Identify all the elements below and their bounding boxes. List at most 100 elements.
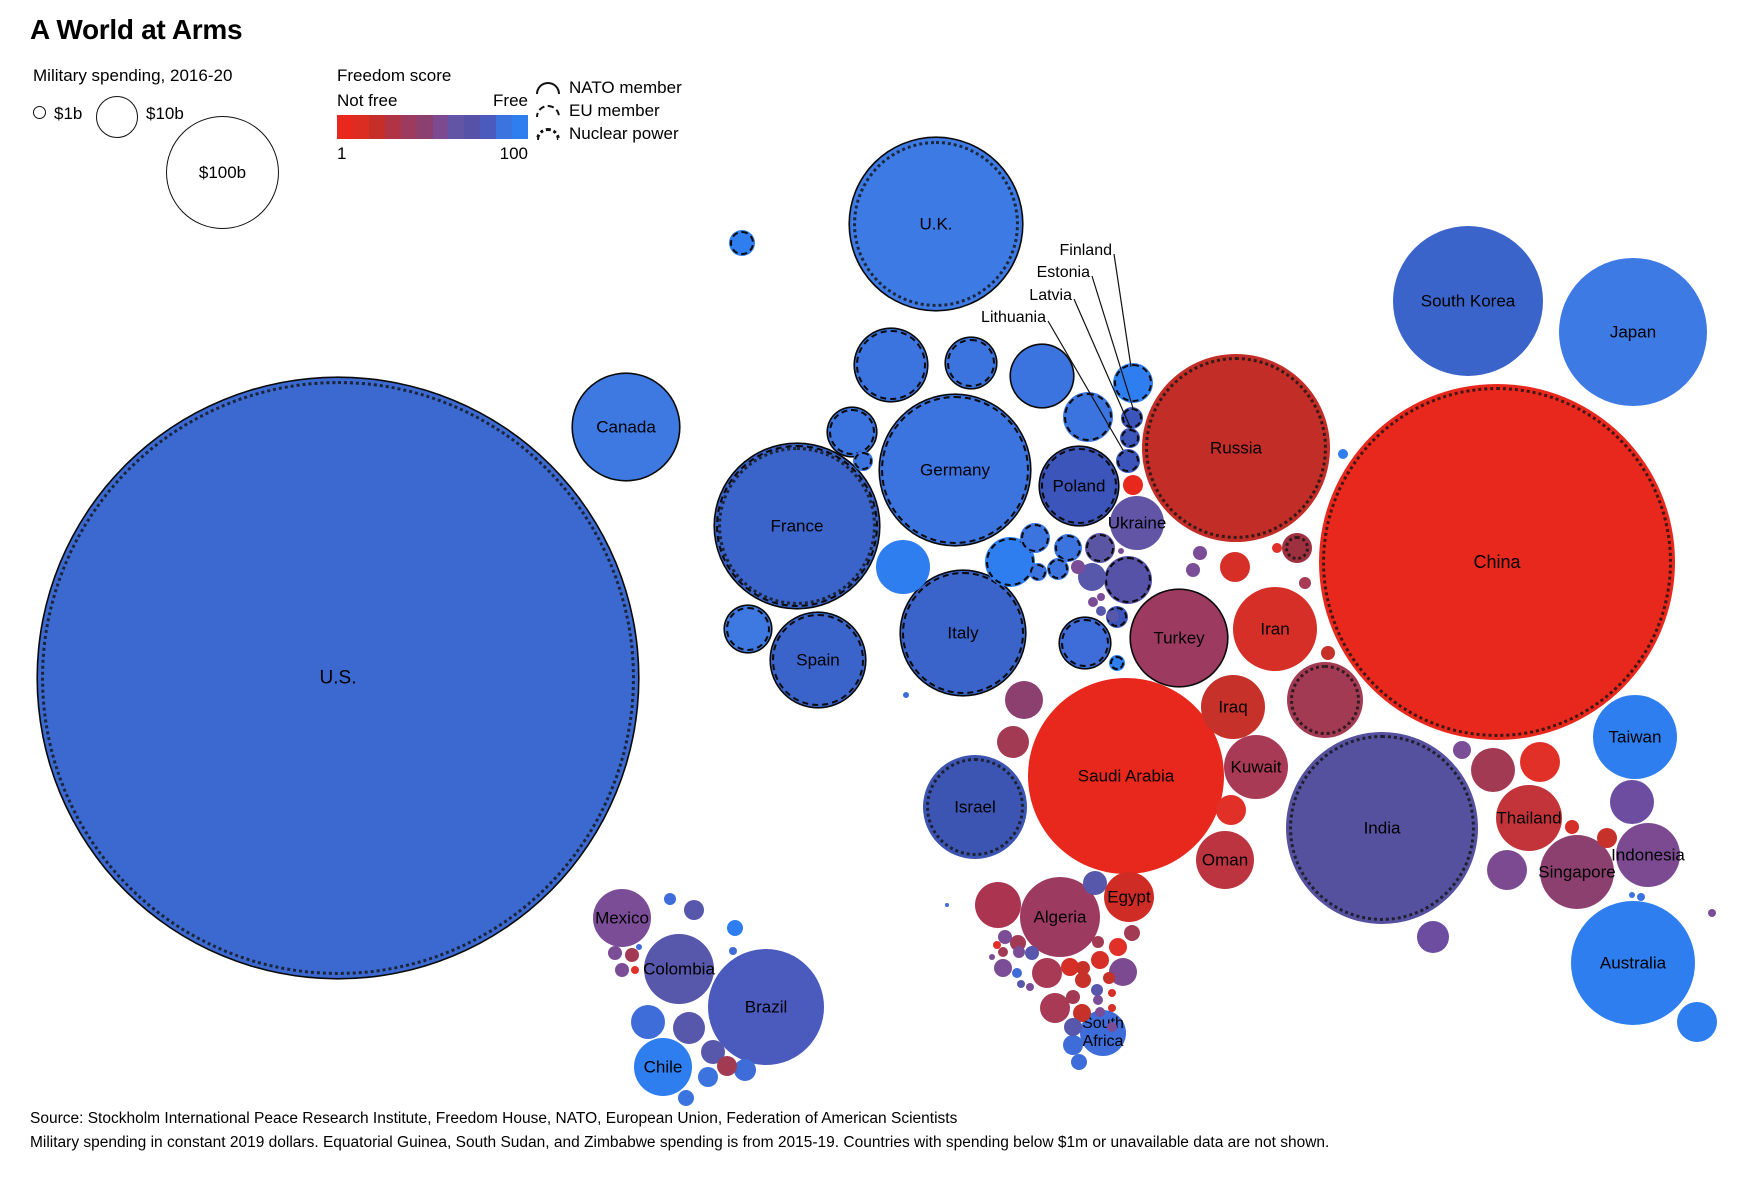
bubble-unlabeled[interactable] [729,947,737,955]
bubble-unlabeled[interactable] [1104,556,1152,604]
bubble-unlabeled[interactable] [1120,428,1140,448]
bubble-unlabeled[interactable] [1091,984,1103,996]
bubble-unlabeled[interactable] [1017,980,1025,988]
bubble-unlabeled[interactable] [975,882,1021,928]
bubble-unlabeled[interactable] [1487,850,1527,890]
bubble-unlabeled[interactable] [608,946,622,960]
bubble-unlabeled[interactable] [1071,560,1085,574]
bubble-unlabeled[interactable] [717,1056,737,1076]
bubble-unlabeled[interactable] [631,1005,665,1039]
bubble-unlabeled[interactable] [1107,1022,1117,1032]
bubble-unlabeled[interactable] [903,692,909,698]
bubble-unlabeled[interactable] [1597,828,1617,848]
bubble-unlabeled[interactable] [625,948,639,962]
bubble-unlabeled[interactable] [1096,606,1106,616]
bubble-unlabeled[interactable] [989,954,995,960]
bubble-unlabeled[interactable] [1629,892,1635,898]
bubble-south-africa[interactable]: South Africa [1080,1010,1126,1056]
bubble-unlabeled[interactable] [1040,993,1070,1023]
bubble-u-k-[interactable]: U.K. [850,138,1022,310]
bubble-unlabeled[interactable] [1092,936,1104,948]
bubble-unlabeled[interactable] [1032,958,1062,988]
bubble-mexico[interactable]: Mexico [593,889,651,947]
bubble-unlabeled[interactable] [946,338,996,388]
bubble-kuwait[interactable]: Kuwait [1224,735,1288,799]
bubble-germany[interactable]: Germany [880,395,1030,545]
bubble-unlabeled[interactable] [1109,655,1125,671]
bubble-unlabeled[interactable] [1118,548,1124,554]
bubble-unlabeled[interactable] [1565,820,1579,834]
bubble-iraq[interactable]: Iraq [1201,675,1265,739]
bubble-unlabeled[interactable] [1338,449,1348,459]
bubble-unlabeled[interactable] [1109,938,1127,956]
bubble-unlabeled[interactable] [993,941,1001,949]
bubble-unlabeled[interactable] [673,1012,705,1044]
bubble-japan[interactable]: Japan [1559,258,1707,406]
bubble-china[interactable]: China [1319,384,1675,740]
bubble-unlabeled[interactable] [1113,363,1153,403]
bubble-south-korea[interactable]: South Korea [1393,226,1543,376]
bubble-unlabeled[interactable] [1471,748,1515,792]
bubble-israel[interactable]: Israel [923,755,1027,859]
bubble-unlabeled[interactable] [1071,1054,1087,1070]
bubble-unlabeled[interactable] [1076,961,1090,975]
bubble-unlabeled[interactable] [1107,610,1119,622]
bubble-unlabeled[interactable] [1075,972,1091,988]
bubble-unlabeled[interactable] [853,451,873,471]
bubble-unlabeled[interactable] [1085,533,1115,563]
bubble-unlabeled[interactable] [828,408,876,456]
bubble-india[interactable]: India [1286,732,1478,924]
bubble-canada[interactable]: Canada [573,374,679,480]
bubble-unlabeled[interactable] [725,606,771,652]
bubble-taiwan[interactable]: Taiwan [1593,695,1677,779]
bubble-turkey[interactable]: Turkey [1131,590,1227,686]
bubble-unlabeled[interactable] [1073,1004,1091,1022]
bubble-unlabeled[interactable] [1103,972,1115,984]
bubble-unlabeled[interactable] [1108,1004,1116,1012]
bubble-unlabeled[interactable] [698,1067,718,1087]
bubble-unlabeled[interactable] [1097,593,1105,601]
bubble-unlabeled[interactable] [1637,893,1645,901]
bubble-saudi-arabia[interactable]: Saudi Arabia [1028,678,1224,874]
bubble-unlabeled[interactable] [727,920,743,936]
bubble-unlabeled[interactable] [664,893,676,905]
bubble-unlabeled[interactable] [1282,533,1312,563]
bubble-unlabeled[interactable] [1453,741,1471,759]
bubble-unlabeled[interactable] [1124,925,1140,941]
bubble-unlabeled[interactable] [1093,995,1103,1005]
bubble-unlabeled[interactable] [1520,742,1560,782]
bubble-unlabeled[interactable] [1088,597,1098,607]
bubble-unlabeled[interactable] [876,540,930,594]
bubble-unlabeled[interactable] [998,947,1008,957]
bubble-unlabeled[interactable] [1417,921,1449,953]
bubble-unlabeled[interactable] [1020,523,1050,553]
bubble-unlabeled[interactable] [945,903,949,907]
bubble-unlabeled[interactable] [997,726,1029,758]
bubble-italy[interactable]: Italy [901,571,1025,695]
bubble-unlabeled[interactable] [1108,989,1116,997]
bubble-egypt[interactable]: Egypt [1104,872,1154,922]
bubble-unlabeled[interactable] [1216,795,1246,825]
bubble-chile[interactable]: Chile [634,1038,692,1096]
bubble-unlabeled[interactable] [1029,563,1047,581]
bubble-unlabeled[interactable] [1063,392,1113,442]
bubble-australia[interactable]: Australia [1571,901,1695,1025]
bubble-unlabeled[interactable] [1047,558,1069,580]
bubble-unlabeled[interactable] [1299,577,1311,589]
bubble-unlabeled[interactable] [1121,407,1143,429]
bubble-unlabeled[interactable] [1064,1018,1082,1036]
bubble-unlabeled[interactable] [1287,662,1363,738]
bubble-thailand[interactable]: Thailand [1496,785,1562,851]
bubble-unlabeled[interactable] [1123,475,1143,495]
bubble-unlabeled[interactable] [1013,946,1025,958]
bubble-unlabeled[interactable] [1220,552,1250,582]
bubble-colombia[interactable]: Colombia [643,934,715,1004]
bubble-unlabeled[interactable] [1083,871,1107,895]
bubble-unlabeled[interactable] [1708,909,1716,917]
bubble-brazil[interactable]: Brazil [708,949,824,1065]
bubble-unlabeled[interactable] [1012,968,1022,978]
bubble-unlabeled[interactable] [734,1059,756,1081]
bubble-unlabeled[interactable] [1095,1007,1105,1017]
bubble-poland[interactable]: Poland [1040,447,1118,525]
bubble-singapore[interactable]: Singapore [1538,835,1616,909]
